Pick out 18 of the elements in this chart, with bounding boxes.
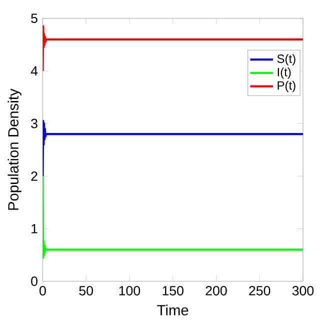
x-tick-label: 50 <box>79 286 93 296</box>
y-tick-label: 5 <box>31 14 38 23</box>
x-tick-label: 0 <box>40 286 46 296</box>
legend-label: P(t) <box>278 80 296 92</box>
x-tick-label: 100 <box>119 286 140 296</box>
x-tick-label: 300 <box>292 286 314 296</box>
x-tick-label: 250 <box>249 286 270 296</box>
x-axis-title: Time <box>157 304 188 316</box>
y-tick-label: 3 <box>31 118 38 128</box>
legend-label: S(t) <box>277 54 296 66</box>
y-axis-title: Population Density <box>8 88 22 210</box>
x-tick-label: 150 <box>162 286 184 296</box>
y-tick-label: 0 <box>31 276 38 286</box>
y-tick-label: 4 <box>30 66 38 76</box>
x-tick-label: 200 <box>206 286 227 296</box>
y-tick-label: 1 <box>32 224 38 234</box>
legend-label: I(t) <box>278 67 291 79</box>
y-tick-label: 2 <box>31 171 38 181</box>
